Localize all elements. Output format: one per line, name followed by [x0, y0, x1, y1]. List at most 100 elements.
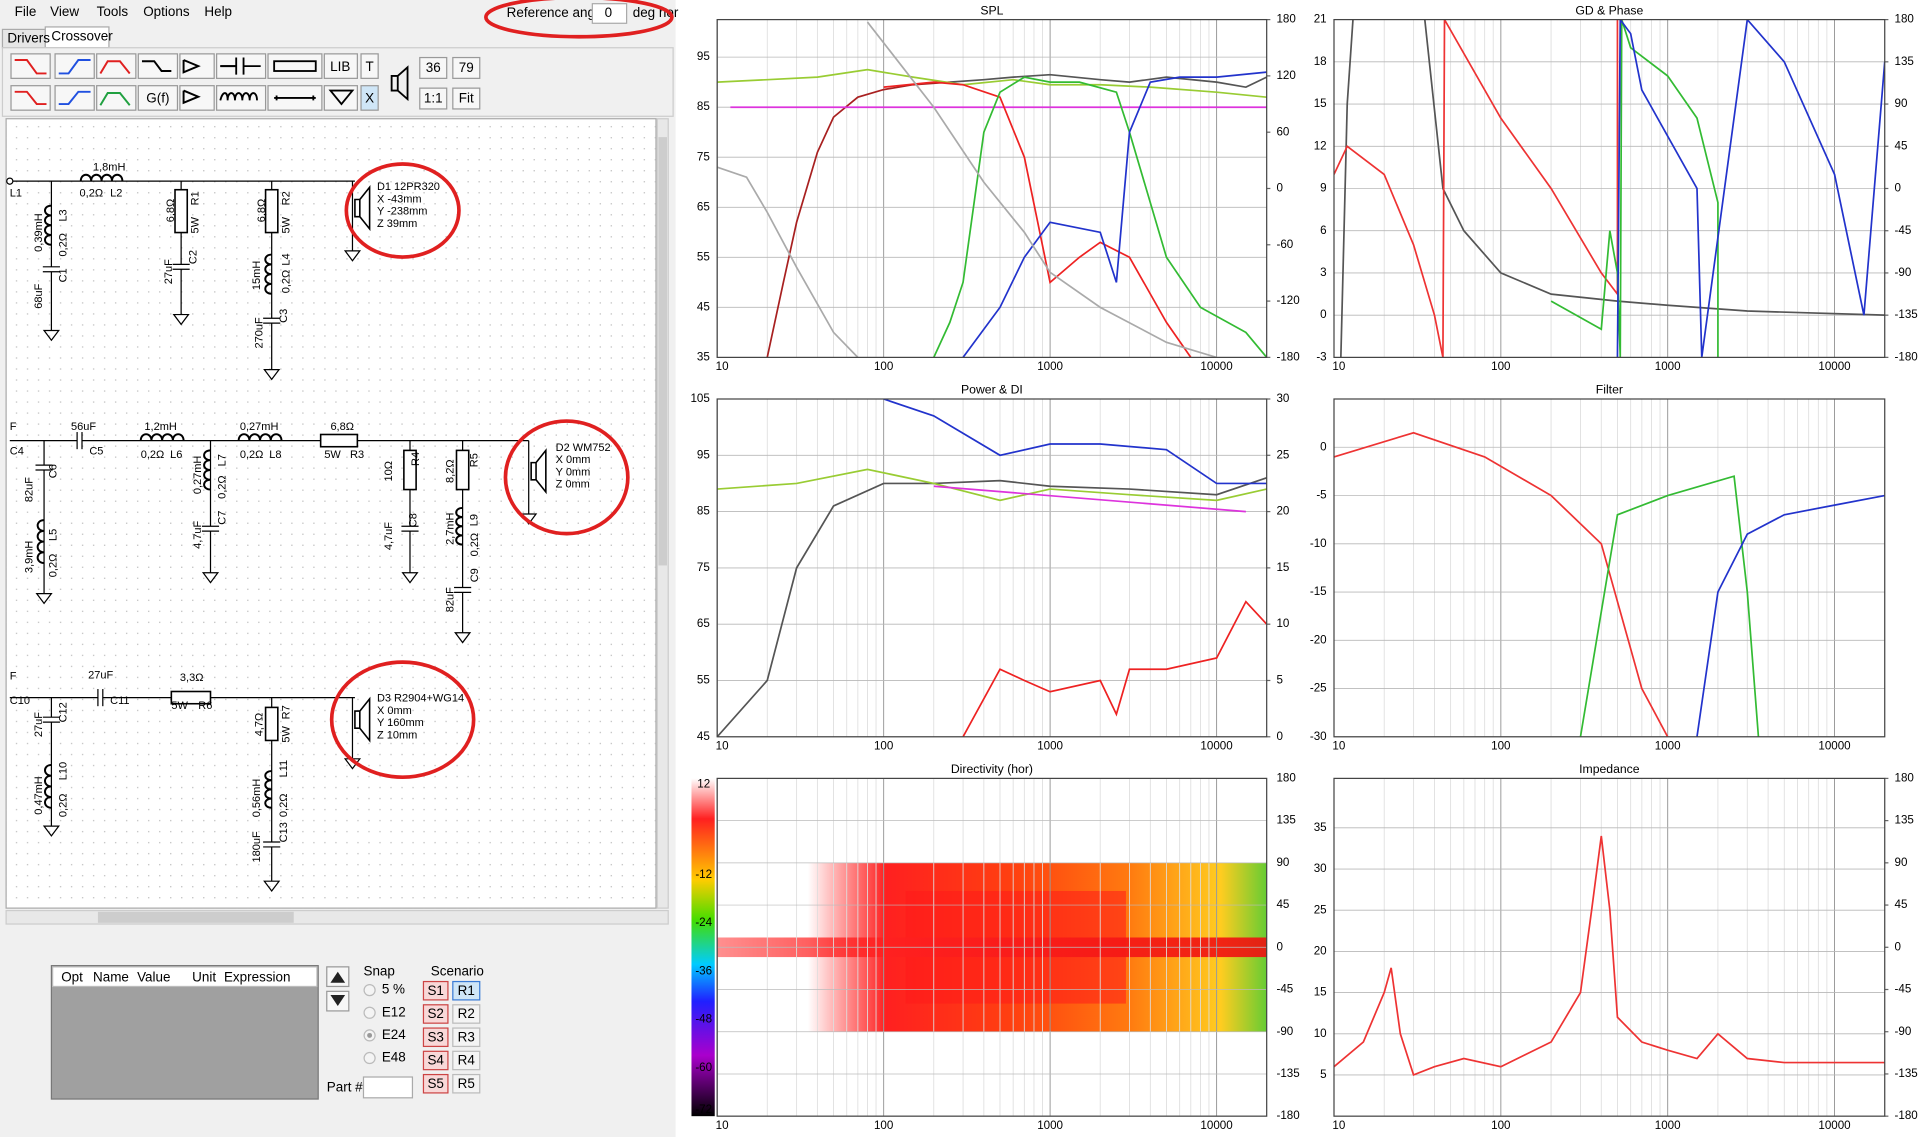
component-label[interactable]: 5W — [280, 725, 292, 742]
component-label[interactable]: 3,3Ω — [180, 672, 204, 684]
button-label[interactable]: Fit — [459, 91, 474, 106]
component-label[interactable]: F — [10, 671, 17, 683]
scenario-button[interactable] — [452, 1004, 481, 1024]
component-label[interactable]: C13 — [278, 822, 290, 842]
button-label[interactable]: G(f) — [146, 91, 169, 106]
component-label[interactable]: C6 — [48, 464, 60, 478]
scenario-button[interactable] — [452, 1027, 481, 1048]
component-label[interactable]: 180uF — [251, 831, 263, 862]
tool-button[interactable] — [323, 85, 358, 111]
component-label[interactable]: L8 — [269, 449, 281, 461]
component-label[interactable]: L9 — [469, 514, 481, 526]
component-label[interactable]: 4,7uF — [192, 521, 204, 549]
component-label[interactable]: 0,27mH — [192, 456, 204, 495]
component-label[interactable]: 8,2Ω — [444, 459, 456, 483]
component-label[interactable]: R6 — [198, 700, 212, 712]
component-label[interactable]: Z 39mm — [377, 218, 417, 230]
component-label[interactable]: 0,47mH — [33, 776, 45, 815]
component-label[interactable]: L1 — [10, 187, 22, 199]
component-label[interactable]: D3 R2904+WG14 — [377, 693, 464, 705]
scenario-label[interactable]: R3 — [458, 1029, 475, 1044]
component-label[interactable]: C1 — [58, 268, 70, 282]
component-label[interactable]: 6,8Ω — [256, 199, 268, 223]
component-label[interactable]: 0,2Ω — [141, 449, 165, 461]
menu-item[interactable]: View — [50, 4, 79, 19]
scenario-label[interactable]: S3 — [427, 1029, 443, 1044]
scrollbar-thumb[interactable] — [658, 137, 667, 566]
component-label[interactable]: 6,8Ω — [330, 421, 354, 433]
scenario-button[interactable] — [422, 1050, 449, 1071]
radio[interactable] — [363, 1051, 376, 1065]
component-label[interactable]: 4,7uF — [383, 522, 395, 550]
component-label[interactable]: 0,27mH — [240, 421, 279, 433]
scenario-label[interactable]: R5 — [458, 1076, 475, 1091]
component-label[interactable]: Y 160mm — [377, 717, 424, 729]
scenario-button[interactable] — [422, 1073, 449, 1094]
component-label[interactable]: 5W — [324, 449, 341, 461]
component-label[interactable]: 1,2mH — [144, 421, 176, 433]
snap-option[interactable]: E12 — [382, 1004, 406, 1019]
component-label[interactable]: L6 — [170, 449, 182, 461]
component-label[interactable]: C2 — [187, 250, 199, 264]
component-label[interactable]: F — [10, 421, 17, 433]
component-label[interactable]: 1,8mH — [93, 162, 125, 174]
small-button[interactable] — [419, 56, 448, 79]
component-label[interactable]: C8 — [408, 513, 420, 527]
component-label[interactable]: 0,2Ω — [278, 794, 290, 818]
component-label[interactable]: 27uF — [33, 712, 45, 737]
button-label[interactable]: T — [365, 59, 373, 74]
scenario-button[interactable] — [422, 980, 449, 1001]
tool-button[interactable] — [10, 85, 51, 111]
tab-label[interactable]: Drivers — [7, 31, 50, 46]
component-label[interactable]: 0,2Ω — [80, 187, 104, 199]
component-label[interactable]: L5 — [48, 529, 60, 541]
component-label[interactable]: 5W — [171, 700, 188, 712]
component-label[interactable]: R2 — [280, 191, 292, 205]
tool-button[interactable] — [267, 53, 323, 79]
scenario-label[interactable]: R2 — [458, 1006, 475, 1021]
tool-button[interactable] — [360, 53, 379, 79]
component-label[interactable]: C9 — [469, 568, 481, 582]
scenario-label[interactable]: S2 — [427, 1006, 443, 1021]
component-label[interactable]: 0,2Ω — [217, 475, 229, 499]
scenario-button[interactable] — [452, 1073, 481, 1094]
component-label[interactable]: 82uF — [23, 477, 35, 502]
radio[interactable] — [363, 983, 376, 997]
component-label[interactable]: C7 — [217, 511, 229, 525]
component-label[interactable]: 0,2Ω — [469, 533, 481, 557]
component-label[interactable]: R5 — [469, 453, 481, 467]
component-label[interactable]: 27uF — [163, 259, 175, 284]
menu-item[interactable]: Help — [204, 4, 232, 19]
component-label[interactable]: 0,39mH — [33, 213, 45, 252]
scenario-button[interactable] — [452, 1050, 481, 1071]
component-label[interactable]: 0,2Ω — [280, 270, 292, 294]
button-label[interactable]: 36 — [426, 60, 441, 75]
snap-option[interactable]: E24 — [382, 1027, 406, 1042]
component-label[interactable]: L2 — [110, 187, 122, 199]
radio[interactable] — [363, 1006, 376, 1019]
part-input[interactable] — [362, 1076, 414, 1099]
tool-button[interactable] — [96, 53, 137, 79]
scenario-label[interactable]: R4 — [458, 1053, 476, 1068]
component-label[interactable]: R7 — [280, 705, 292, 719]
tab-label[interactable]: Crossover — [51, 28, 113, 43]
component-label[interactable]: C12 — [58, 702, 70, 722]
component-label[interactable]: 3,9mH — [23, 541, 35, 573]
component-label[interactable]: Y -238mm — [377, 206, 428, 218]
menu-item[interactable]: Tools — [97, 4, 129, 19]
component-label[interactable]: C10 — [10, 695, 30, 707]
component-label[interactable]: 15mH — [251, 261, 263, 290]
component-label[interactable]: Z 10mm — [377, 729, 417, 741]
component-label[interactable]: X -43mm — [377, 193, 422, 205]
tool-button[interactable] — [360, 85, 379, 111]
scenario-label[interactable]: S1 — [427, 983, 443, 998]
component-label[interactable]: L3 — [58, 209, 70, 221]
component-label[interactable]: 0,56mH — [251, 779, 263, 818]
component-label[interactable]: X 0mm — [556, 454, 591, 466]
small-button[interactable] — [452, 56, 481, 79]
menu-item[interactable]: File — [15, 4, 37, 19]
component-label[interactable]: C3 — [278, 309, 290, 323]
component-label[interactable]: L7 — [217, 454, 229, 466]
component-label[interactable]: 0,2Ω — [48, 554, 60, 578]
component-label[interactable]: X 0mm — [377, 705, 412, 717]
